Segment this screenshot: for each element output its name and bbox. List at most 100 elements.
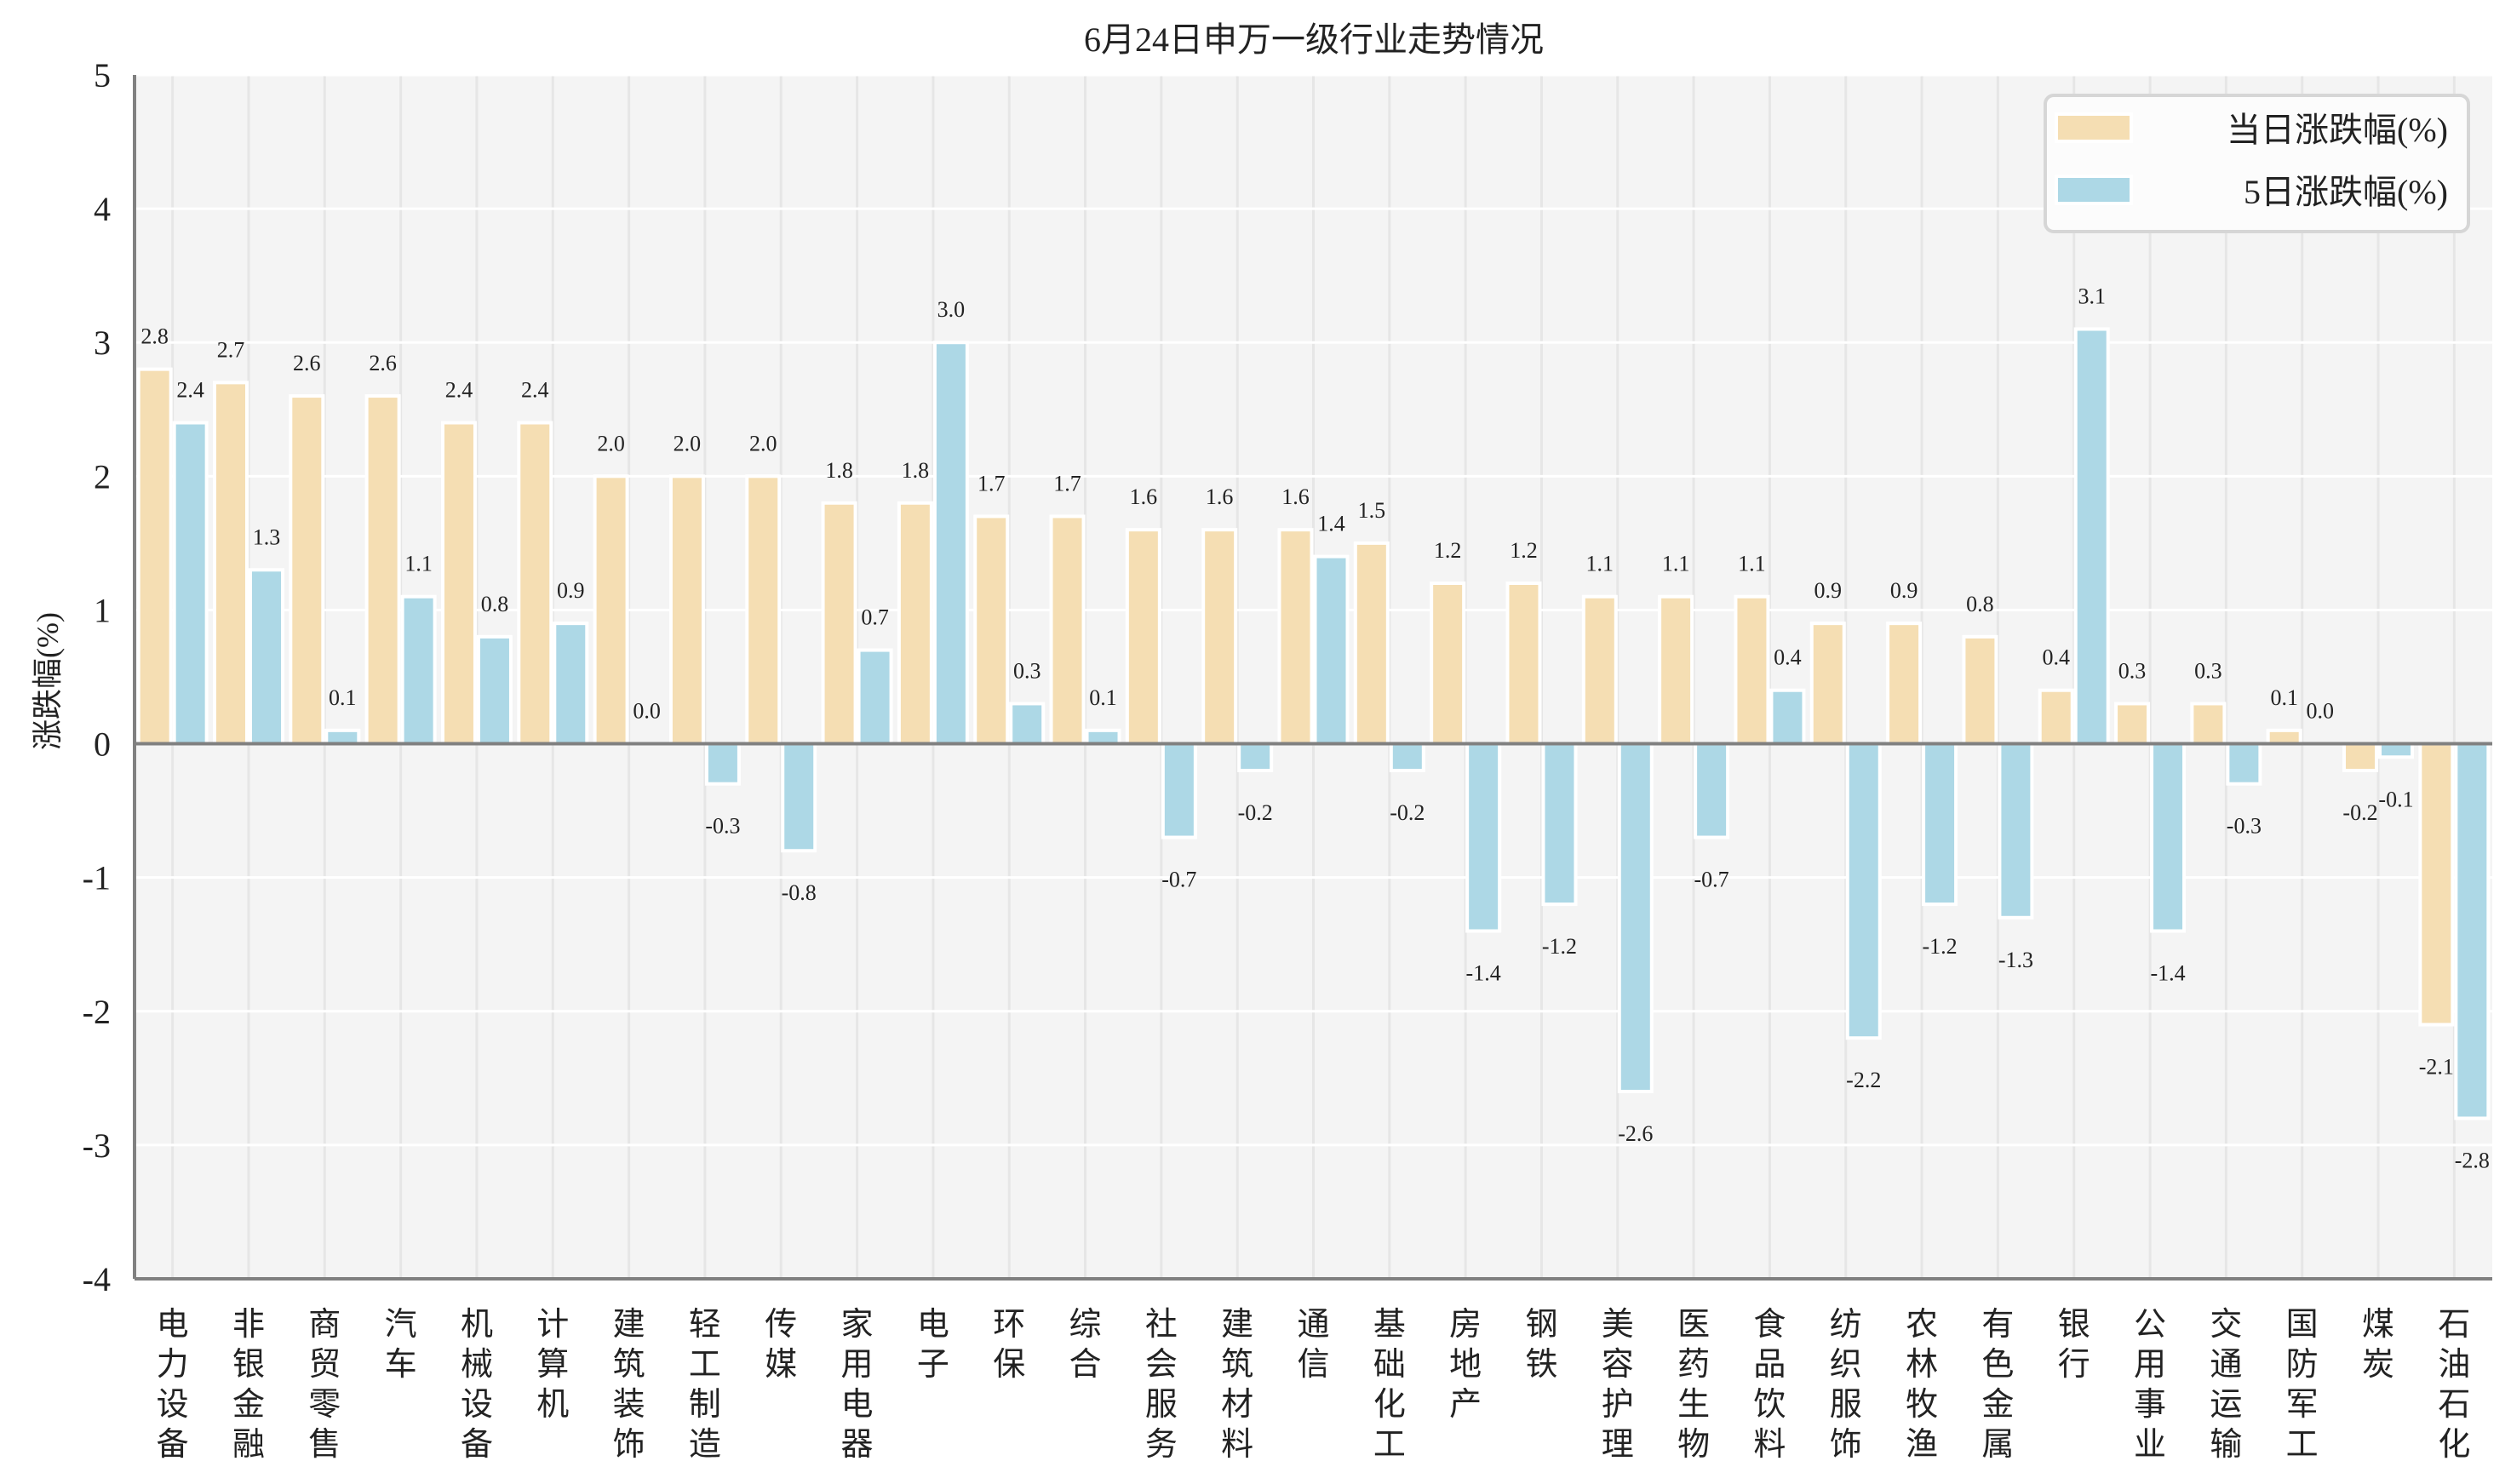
bar-daily [2418,742,2455,1027]
legend-label: 当日涨跌幅(%) [2227,111,2448,149]
bar-five-day [1009,702,1046,746]
bar-daily [1277,528,1314,746]
data-label: 0.3 [1013,658,1041,683]
plot-area: 5 4 3 2 1 0 -1 -2 -3 -4 2.8 2.7 2.6 2.6 2.4 2.4 2.0 2.0 2.… [83,56,2492,1463]
x-tick-label: 环保 [993,1307,1025,1383]
bar-daily [1505,582,1542,746]
data-label: 2.0 [674,431,702,456]
x-tick-label: 综合 [1069,1307,1102,1383]
x-tick-label: 电力设备 [157,1307,189,1463]
bar-daily [2190,702,2227,746]
data-label: 0.1 [329,685,357,710]
data-label: 2.4 [445,377,473,402]
x-tick-label: 通信 [1297,1307,1329,1383]
bar-five-day [857,648,893,746]
data-label: 1.5 [1358,498,1386,523]
x-tick-label: 传媒 [765,1307,797,1383]
bar-five-day [324,728,361,746]
data-label: 0.3 [2194,658,2222,683]
x-tick-label: 非银金融 [232,1307,265,1463]
bar-daily [136,367,173,746]
data-label: 1.6 [1281,484,1310,509]
bar-daily [1886,622,1923,746]
bar-five-day [400,594,437,746]
y-tick-label: 4 [94,190,111,228]
bar-five-day [1541,742,1578,907]
x-tick-label: 建筑装饰 [613,1307,645,1463]
bar-daily [517,421,553,746]
bar-daily [2038,688,2074,746]
bar-five-day [1617,742,1654,1094]
data-label: 1.1 [1662,552,1690,576]
bar-daily [1581,594,1618,746]
data-label: 2.4 [521,377,549,402]
y-tick-label: -4 [83,1260,111,1298]
x-tick-label: 公用事业 [2134,1307,2166,1463]
y-tick-label: -3 [83,1126,111,1165]
x-tick-label: 轻工制造 [689,1307,721,1463]
x-tick-label: 建筑材料 [1221,1307,1253,1463]
data-label: 1.1 [1586,552,1614,576]
x-tick-label: 电子 [917,1307,949,1383]
data-label: 1.8 [902,458,930,483]
x-tick-label: 交通运输 [2210,1307,2242,1463]
data-label: 0.0 [633,699,661,724]
x-tick-label: 计算机 [536,1307,569,1423]
bar-daily [1809,622,1846,746]
data-label: -2.2 [1846,1068,1881,1092]
data-label: -0.3 [705,814,740,839]
bar-daily [745,474,782,746]
bar-five-day [1161,742,1197,839]
data-label: 1.8 [825,458,853,483]
data-label: 2.7 [217,337,245,362]
bar-five-day [781,742,817,853]
chart-title: 6月24日申万一级行业走势情况 [1084,20,1544,59]
data-label: -1.2 [1542,934,1577,959]
data-label: -0.1 [2378,787,2413,811]
data-label: 1.4 [1317,512,1345,536]
y-tick-label: -2 [83,993,111,1031]
legend-swatch [2055,112,2133,143]
data-label: 0.9 [1814,578,1843,603]
legend-swatch [2055,175,2133,205]
bar-daily [364,394,401,746]
data-label: 2.0 [749,431,777,456]
data-label: 0.3 [2118,658,2147,683]
bar-five-day [172,421,209,746]
x-tick-label: 房地产 [1449,1307,1482,1423]
bar-five-day [1237,742,1274,772]
bar-daily [821,501,857,746]
data-label: 1.7 [1053,471,1081,496]
x-tick-label: 美容护理 [1602,1307,1634,1463]
y-tick-label: 0 [94,725,111,764]
bar-daily [212,381,249,746]
bar-five-day [1845,742,1882,1040]
bar-five-day [476,634,513,746]
bar-daily [2114,702,2151,746]
data-label: -1.4 [2150,961,2185,986]
bar-daily [440,421,477,746]
data-label: -0.2 [2342,800,2377,825]
data-label: -0.7 [1161,868,1196,892]
data-label: -0.7 [1694,868,1729,892]
y-tick-label: 2 [94,457,111,496]
bar-five-day [704,742,741,786]
x-tick-label: 有色金属 [1981,1307,2014,1463]
y-tick-label: -1 [83,859,111,897]
x-tick-label: 纺织服饰 [1830,1307,1862,1463]
data-label: 1.2 [1510,538,1538,563]
data-label: 1.7 [977,471,1006,496]
bar-five-day [1085,728,1121,746]
bar-daily [668,474,705,746]
data-label: 0.7 [861,605,889,630]
bar-five-day [2073,327,2110,746]
bar-five-day [2150,742,2187,933]
data-label: 0.4 [2042,645,2070,670]
bar-daily [1201,528,1238,746]
x-tick-label: 食品饮料 [1753,1307,1786,1463]
y-tick-label: 1 [94,591,111,629]
bar-daily [2342,742,2379,772]
x-tick-label: 汽车 [385,1307,417,1383]
x-tick-label: 国防军工 [2286,1307,2319,1463]
bar-daily [1125,528,1161,746]
